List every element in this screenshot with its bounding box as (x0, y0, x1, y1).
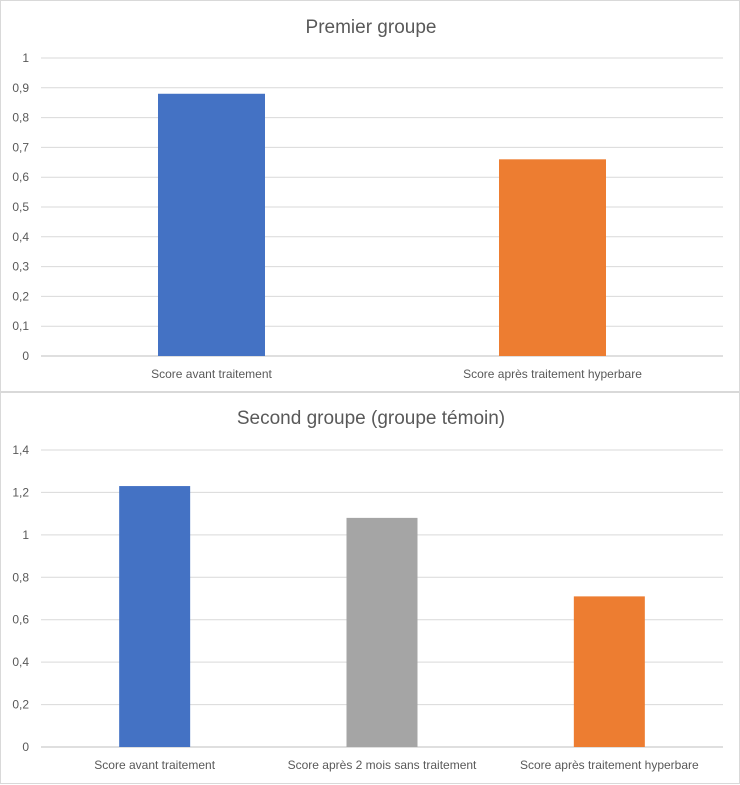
chart-second-groupe: Second groupe (groupe témoin) 0 0,2 0,4 0,6… (0, 392, 740, 784)
c1-ytick-label: 0,3 (12, 260, 29, 274)
c2-ytick-label: 0,2 (12, 698, 29, 712)
c2-ytick-label: 1,2 (12, 485, 29, 499)
chart1-title: Premier groupe (306, 17, 437, 38)
c2-ytick-label: 0 (22, 740, 29, 754)
c2-bar (119, 486, 191, 747)
c2-ytick-label: 0,4 (12, 655, 29, 669)
c2-ytick-label: 1,4 (12, 443, 29, 457)
c2-ytick-label: 0,8 (12, 570, 29, 584)
c2-bar (573, 596, 645, 747)
chart1-svg: Premier groupe 0 0,1 0,2 0,3 0,4 0,5 0,6 0,7 0,8… (12, 17, 723, 381)
c2-category-label: Score avant traitement (94, 758, 215, 772)
c1-ytick-label: 0,6 (12, 170, 29, 184)
c1-ytick-label: 0,9 (12, 81, 29, 95)
c1-ytick-label: 0,2 (12, 289, 29, 303)
c2-bar (346, 517, 418, 747)
c1-ytick-label: 0,5 (12, 200, 29, 214)
c1-bar (499, 159, 606, 356)
c2-ytick-label: 1 (22, 528, 29, 542)
c2-ytick-label: 0,6 (12, 613, 29, 627)
c1-bar (158, 93, 265, 356)
c1-ytick-label: 0,7 (12, 140, 29, 154)
chart2-title: Second groupe (groupe témoin) (237, 408, 505, 429)
c1-ytick-label: 0,8 (12, 111, 29, 125)
c2-category-label: Score après traitement hyperbare (520, 758, 699, 772)
c1-ytick-label: 0,4 (12, 230, 29, 244)
c1-ytick-label: 0,1 (12, 319, 29, 333)
c1-category-label: Score après traitement hyperbare (463, 367, 642, 381)
chart-premier-groupe: Premier groupe 0 0,1 0,2 0,3 0,4 0,5 0,6 0,7 0,8… (0, 0, 740, 392)
c1-ytick-label: 1 (22, 51, 29, 65)
c1-category-label: Score avant traitement (151, 367, 272, 381)
c1-ytick-label: 0 (22, 349, 29, 363)
chart2-svg: Second groupe (groupe témoin) 0 0,2 0,4 0,6… (12, 408, 723, 772)
c2-category-label: Score après 2 mois sans traitement (288, 758, 477, 772)
